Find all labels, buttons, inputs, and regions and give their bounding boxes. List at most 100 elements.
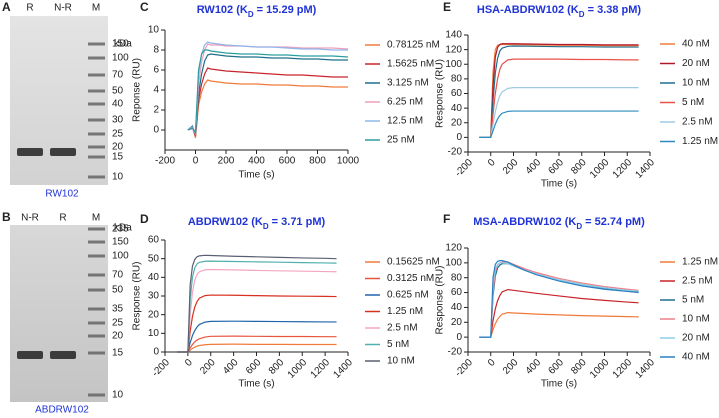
x-tick-label: -200 xyxy=(453,157,475,179)
legend-label: 5 nM xyxy=(387,339,409,350)
y-tick-label: 4 xyxy=(153,85,159,96)
marker-label: 100 xyxy=(112,251,129,262)
marker-label: 30 xyxy=(112,115,124,126)
legend-label: 0.78125 nM xyxy=(387,40,440,51)
title-text: = 3.71 pM) xyxy=(269,216,326,228)
marker-band xyxy=(88,132,105,136)
title-text: = 3.38 pM) xyxy=(585,4,642,16)
marker-label: 70 xyxy=(112,70,124,81)
marker-band xyxy=(88,42,105,46)
sensorgram-line xyxy=(176,254,337,353)
panel-letter: C xyxy=(140,0,149,14)
x-tick-label: -200 xyxy=(155,156,175,167)
sensorgram-line xyxy=(479,45,639,138)
marker-band xyxy=(88,175,105,179)
marker-band xyxy=(88,273,105,277)
sensorgram-line xyxy=(479,43,639,138)
x-axis-label: Time (s) xyxy=(541,379,577,390)
chart-title: ABDRW102 (KD = 3.71 pM) xyxy=(188,216,326,231)
y-tick-label: 8 xyxy=(153,45,159,56)
x-tick-label: 400 xyxy=(248,156,265,167)
y-tick-label: -20 xyxy=(448,147,463,158)
sensorgram-line xyxy=(176,294,337,353)
legend-label: 10 nM xyxy=(682,314,710,325)
y-tick-label: 120 xyxy=(445,243,462,254)
y-tick-label: 80 xyxy=(451,74,463,85)
sensorgram-line xyxy=(479,261,639,338)
title-text: RW102 (K xyxy=(197,4,248,16)
chart-title: RW102 (KD = 15.29 pM) xyxy=(197,4,317,19)
x-tick-label: 0 xyxy=(486,357,498,369)
sensorgram-line xyxy=(176,268,337,353)
marker-band xyxy=(88,227,105,231)
x-tick-label: 1200 xyxy=(309,357,333,381)
y-tick-label: 60 xyxy=(451,287,463,298)
x-tick-label: 1400 xyxy=(633,357,657,381)
sample-band xyxy=(50,148,76,156)
panel-letter: A xyxy=(2,0,11,14)
x-tick-label: -200 xyxy=(150,357,172,379)
x-tick-label: 400 xyxy=(221,357,241,377)
marker-label: 150 xyxy=(112,237,129,248)
legend-label: 20 nM xyxy=(682,58,710,69)
x-tick-label: -200 xyxy=(453,357,475,379)
x-tick-label: 1000 xyxy=(588,157,612,181)
title-subscript: D xyxy=(576,222,582,231)
marker-band xyxy=(88,351,105,355)
panel-letter: D xyxy=(140,212,149,226)
y-tick-label: 100 xyxy=(445,257,462,268)
legend-label: 0.3125 nM xyxy=(387,273,434,284)
gel-image xyxy=(10,225,108,402)
marker-label: 50 xyxy=(112,86,124,97)
marker-label: 40 xyxy=(112,99,124,110)
title-text: ABDRW102 (K xyxy=(188,216,263,228)
y-axis-label: Response (RU) xyxy=(435,266,446,335)
legend-label: 1.25 nM xyxy=(682,136,718,147)
title-text: = 52.74 pM) xyxy=(582,216,645,228)
panel-letter: B xyxy=(2,210,11,224)
marker-label: 50 xyxy=(112,285,124,296)
chart-title: MSA-ABDRW102 (KD = 52.74 pM) xyxy=(473,216,645,231)
sensorgram-line xyxy=(187,49,349,135)
sensorgram-line xyxy=(479,58,639,138)
x-tick-label: 800 xyxy=(309,156,326,167)
y-tick-label: 30 xyxy=(148,291,160,302)
x-tick-label: 600 xyxy=(244,357,264,377)
marker-label: 70 xyxy=(112,270,124,281)
lane-label: N-R xyxy=(21,213,39,224)
unit-label: kDa xyxy=(114,223,132,234)
legend-label: 1.5625 nM xyxy=(387,59,434,70)
marker-band xyxy=(88,89,105,93)
x-tick-label: 600 xyxy=(546,357,566,377)
x-tick-label: 400 xyxy=(524,157,544,177)
sensorgram-line xyxy=(187,53,348,136)
y-tick-label: 40 xyxy=(148,272,160,283)
y-tick-label: 20 xyxy=(148,309,160,320)
x-tick-label: 1200 xyxy=(611,157,635,181)
lane-label: M xyxy=(92,3,100,14)
marker-label: 25 xyxy=(112,318,124,329)
x-tick-label: 1400 xyxy=(331,357,355,381)
lane-label: M xyxy=(92,213,100,224)
title-subscript: D xyxy=(248,10,254,19)
y-tick-label: 10 xyxy=(148,25,160,36)
y-tick-label: 120 xyxy=(445,44,462,55)
marker-band xyxy=(88,56,105,60)
title-text: HSA-ABDRW102 (K xyxy=(477,4,579,16)
marker-label: 15 xyxy=(112,348,124,359)
x-tick-label: 0 xyxy=(183,357,195,369)
y-tick-label: 20 xyxy=(451,317,463,328)
sensorgram-line xyxy=(176,335,337,353)
marker-band xyxy=(88,254,105,258)
x-tick-label: 0 xyxy=(193,156,199,167)
x-tick-label: 1000 xyxy=(337,156,360,167)
lane-label: R xyxy=(26,3,33,14)
marker-band xyxy=(88,288,105,292)
panel-letter: E xyxy=(443,0,451,14)
marker-band xyxy=(88,145,105,149)
legend-label: 12.5 nM xyxy=(387,116,423,127)
x-tick-label: 200 xyxy=(218,156,235,167)
y-axis-label: Reponse (RU) xyxy=(132,58,143,122)
legend-label: 10 nM xyxy=(387,356,415,367)
